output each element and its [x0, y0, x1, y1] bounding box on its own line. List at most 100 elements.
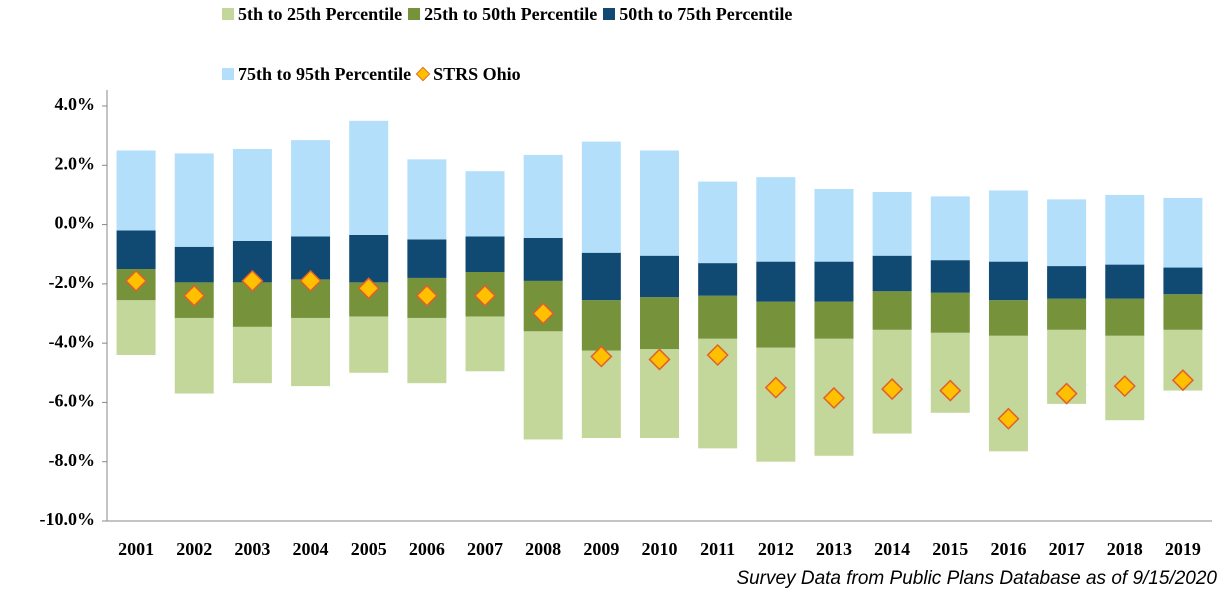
legend-swatch	[408, 8, 421, 20]
x-tick-label: 2003	[234, 539, 270, 559]
x-tick-label: 2014	[874, 539, 910, 559]
y-tick-label: -10.0%	[40, 509, 96, 529]
bar-segment	[930, 260, 970, 293]
bar-segment	[640, 150, 679, 256]
bar-segment	[349, 234, 389, 283]
bar-segment	[174, 317, 214, 394]
bar-segment	[756, 261, 796, 302]
strs-marker	[1055, 382, 1078, 405]
bar-segment	[1105, 298, 1145, 336]
bar-segment	[523, 154, 563, 238]
legend-item: 75th to 95th Percentile	[222, 62, 411, 86]
y-tick-label: -2.0%	[49, 272, 96, 292]
bar-segment	[232, 326, 272, 384]
x-tick-label: 2012	[758, 539, 794, 559]
x-tick-label: 2016	[990, 539, 1026, 559]
legend-label: 25th to 50th Percentile	[424, 3, 598, 24]
strs-marker	[125, 269, 148, 292]
strs-marker	[299, 269, 322, 292]
strs-marker	[357, 277, 380, 300]
bar-segment	[523, 331, 563, 440]
bar-segment	[581, 252, 621, 301]
x-tick-label: 2013	[816, 539, 852, 559]
bar-segment	[291, 140, 331, 237]
legend-item: 25th to 50th Percentile	[408, 2, 597, 26]
legend: 5th to 25th Percentile 25th to 50th Perce…	[222, 2, 1022, 86]
bar-segment	[872, 191, 912, 256]
bar-segment	[988, 190, 1028, 262]
strs-marker	[183, 284, 206, 307]
strs-marker	[473, 284, 497, 307]
bar-segment	[930, 196, 970, 261]
bar-segment	[1105, 264, 1145, 299]
y-tick-label: 0.0%	[55, 213, 96, 233]
strs-marker	[415, 284, 438, 307]
bar-segment	[349, 120, 389, 235]
bar-segment	[640, 255, 679, 298]
x-tick-label: 2006	[409, 539, 445, 559]
strs-marker	[532, 302, 555, 325]
strs-marker	[939, 379, 962, 402]
bar-segment	[814, 189, 854, 262]
x-tick-label: 2015	[932, 539, 968, 559]
strs-marker	[241, 269, 264, 292]
legend-label: STRS Ohio	[433, 63, 521, 84]
x-tick-label: 2004	[293, 539, 329, 559]
bar-segment	[1047, 298, 1087, 330]
x-tick-label: 2008	[525, 539, 561, 559]
x-tick-label: 2002	[176, 539, 212, 559]
bar-segment	[1163, 197, 1203, 268]
x-tick-label: 2017	[1049, 539, 1085, 559]
bar-segment	[640, 297, 679, 350]
bar-segment	[1163, 294, 1203, 330]
bar-segment	[698, 263, 738, 296]
bar-segment	[988, 261, 1028, 301]
strs-marker	[1171, 369, 1194, 392]
bar-segment	[116, 150, 156, 231]
y-tick-label: -4.0%	[49, 331, 96, 351]
legend-label: 50th to 75th Percentile	[619, 3, 793, 24]
bar-segment	[349, 316, 389, 373]
y-tick-label: -6.0%	[49, 391, 96, 411]
legend-item: 5th to 25th Percentile	[222, 2, 402, 26]
bar-segment	[756, 301, 796, 348]
legend-swatch	[222, 68, 234, 80]
bar-segment	[116, 230, 156, 270]
footnote: Survey Data from Public Plans Database a…	[736, 568, 1217, 589]
strs-marker	[1113, 375, 1136, 398]
bar-segment	[1163, 267, 1203, 295]
legend-swatch	[603, 8, 616, 20]
x-tick-label: 2019	[1165, 539, 1201, 559]
x-tick-label: 2001	[118, 539, 154, 559]
x-tick-label: 2011	[700, 539, 735, 559]
bar-segment	[116, 300, 156, 355]
bar-segment	[1047, 199, 1087, 267]
bar-segment	[174, 246, 214, 283]
bar-segment	[581, 141, 621, 253]
bar-segment	[1047, 266, 1087, 299]
bar-segment	[872, 291, 912, 330]
bar-segment	[756, 177, 796, 262]
bar-segment	[698, 181, 738, 264]
legend-item: STRS Ohio	[415, 62, 521, 86]
bar-segment	[872, 255, 912, 292]
strs-marker	[997, 407, 1020, 430]
bar-segment	[232, 148, 272, 241]
strs-marker	[764, 376, 787, 399]
strs-marker	[648, 348, 671, 371]
bar-segment	[1105, 194, 1145, 265]
bar-segment	[814, 261, 854, 302]
x-tick-label: 2007	[467, 539, 503, 559]
bar-segment	[174, 153, 214, 247]
y-tick-label: -8.0%	[49, 450, 96, 470]
x-tick-label: 2005	[351, 539, 387, 559]
legend-label: 75th to 95th Percentile	[238, 63, 412, 84]
x-tick-label: 2010	[642, 539, 678, 559]
bar-segment	[465, 171, 505, 237]
bar-segment	[407, 317, 447, 384]
bar-segment	[465, 236, 505, 272]
bar-segment	[523, 237, 563, 281]
x-tick-label: 2009	[583, 539, 619, 559]
